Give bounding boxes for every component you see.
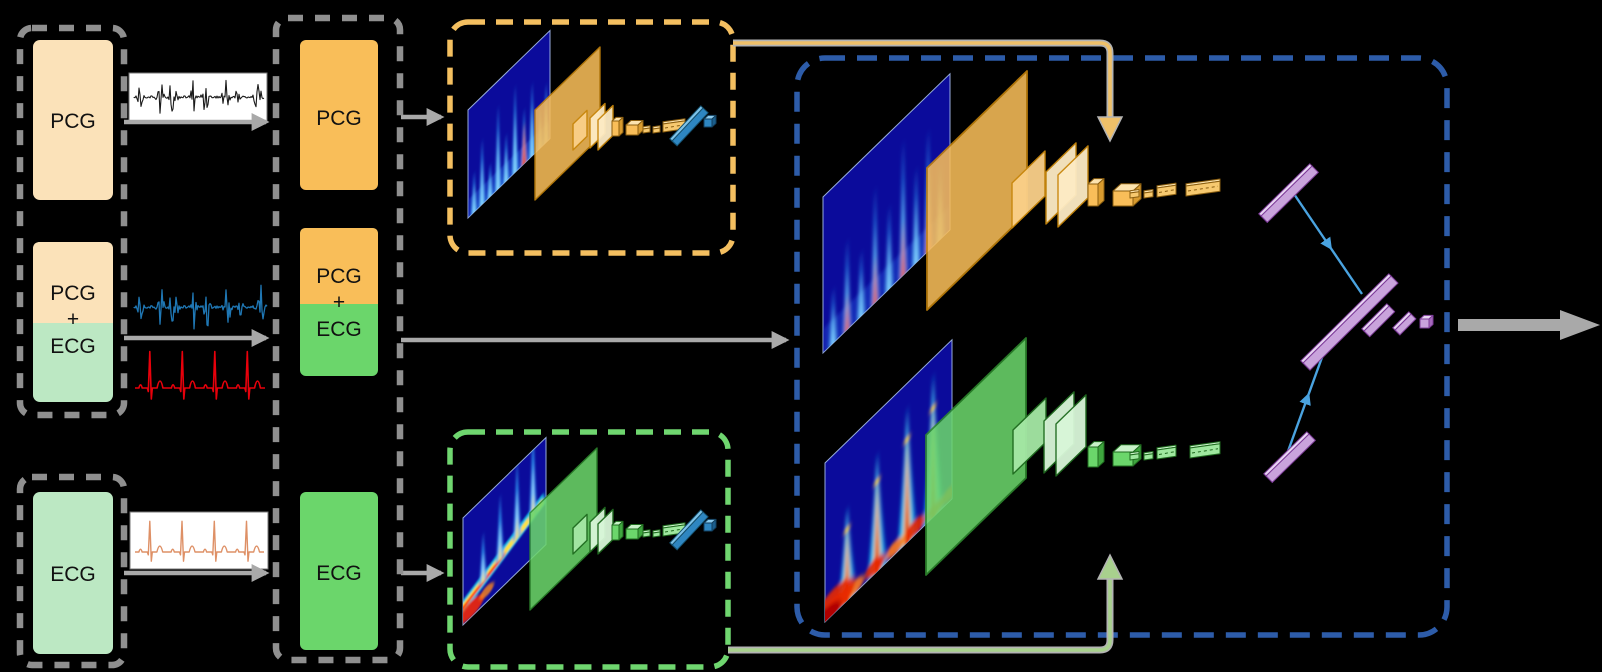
pcg-cnn-small <box>534 46 717 201</box>
segment-pcg-ecg-label-2: + <box>333 291 345 314</box>
ecg-cnn-small <box>529 447 717 611</box>
segment-pcg-rect <box>300 40 378 190</box>
segment-pcg-label: PCG <box>316 107 362 130</box>
pcg-transfer-arrowhead <box>1096 116 1124 143</box>
segment-pcg-ecg-label-1: PCG <box>316 265 362 288</box>
segment-ecg-label: ECG <box>316 562 362 585</box>
ecg-pretrain-module <box>447 429 731 670</box>
raw-pcg-rect <box>33 40 113 200</box>
segment-pcg-block: PCG <box>300 40 378 190</box>
pcg-waveform-blue <box>133 284 268 330</box>
fusion-module <box>794 55 1450 638</box>
segment-pcg-ecg-rect-top <box>300 228 378 304</box>
pcg-signal-thumbnail <box>128 72 268 122</box>
pcg-cnn-branch <box>926 70 1221 311</box>
pcg-pretrain-module <box>447 19 736 256</box>
segment-ecg-block: ECG <box>300 492 378 650</box>
ecg-waveform-red <box>135 350 265 400</box>
ecg-waveform <box>135 520 264 562</box>
fusion-head <box>1258 163 1434 483</box>
raw-inputs-top-container <box>16 24 128 419</box>
pcg-ecg-signal-thumbnails <box>133 284 268 400</box>
raw-pcg-ecg-block: PCG + ECG <box>33 242 113 402</box>
raw-pcg-ecg-rect-top <box>33 242 113 323</box>
raw-ecg-rect <box>33 492 113 654</box>
raw-ecg-label: ECG <box>50 563 96 586</box>
pcg-scalogram-small <box>467 29 551 220</box>
raw-inputs-bottom-container <box>16 473 128 669</box>
pcg-waveform <box>133 79 265 114</box>
output-arrow <box>1458 310 1600 340</box>
ecg-signal-thumbnail <box>129 511 269 570</box>
ecg-transfer-arrowhead <box>1096 553 1124 580</box>
segment-ecg-rect <box>300 492 378 650</box>
raw-pcg-ecg-label-3: ECG <box>50 335 96 358</box>
raw-pcg-ecg-label-1: PCG <box>50 282 96 305</box>
ecg-weight-transfer-arrow <box>728 553 1124 654</box>
raw-ecg-block: ECG <box>33 492 113 654</box>
segment-pcg-ecg-label-3: ECG <box>316 318 362 341</box>
raw-pcg-label: PCG <box>50 110 96 133</box>
pcg-weight-transfer-arrow <box>733 39 1124 143</box>
segment-pcg-ecg-block: PCG + ECG <box>300 228 378 376</box>
ecg-cnn-branch <box>925 337 1221 576</box>
raw-pcg-block: PCG <box>33 40 113 200</box>
raw-pcg-ecg-label-2: + <box>67 308 79 331</box>
